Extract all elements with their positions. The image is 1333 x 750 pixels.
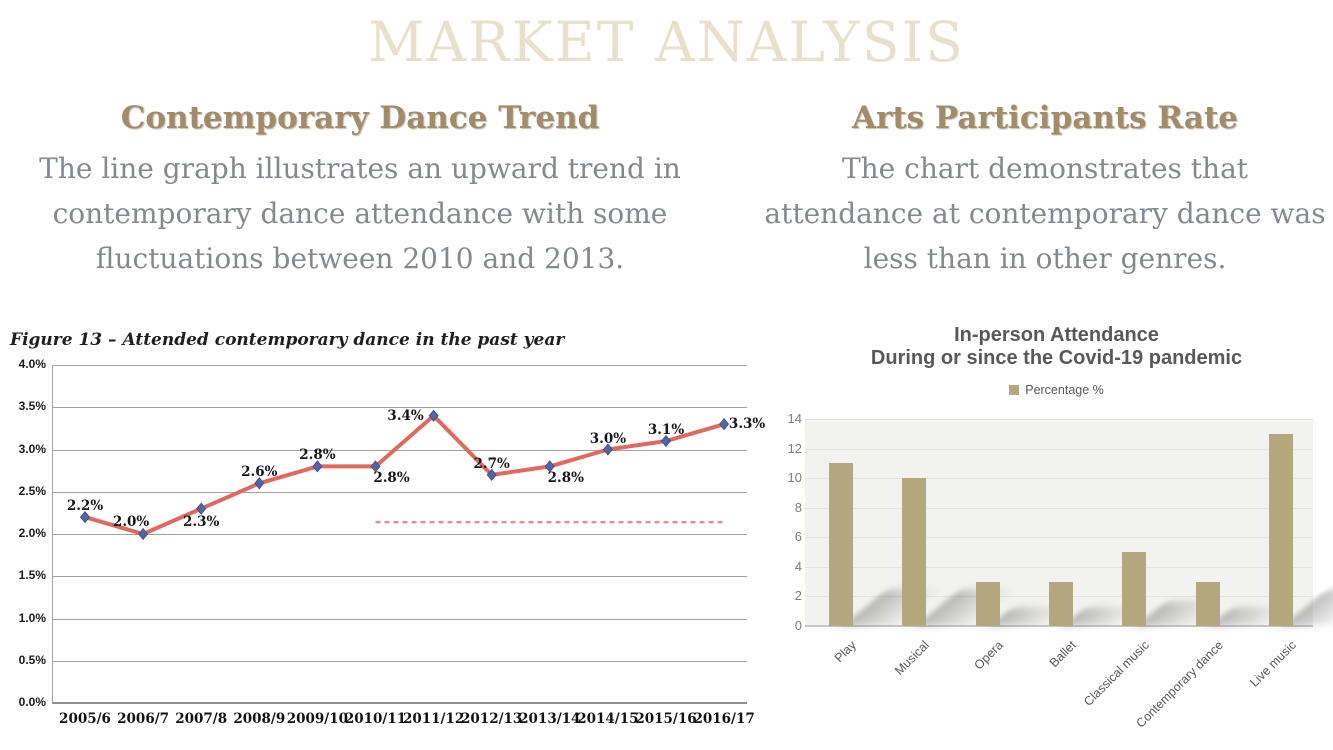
bar-opera [975,581,1000,626]
trend-line [83,413,727,536]
y-axis-tick-label: 4 [794,558,802,574]
y-axis-tick-label: 3.0% [18,441,46,456]
data-point-label: 3.3% [728,416,766,433]
x-axis-tick-label: 2006/7 [117,711,170,727]
x-axis-tick-label: 2007/8 [175,711,228,727]
bar-chart: In-person Attendance During or since the… [780,322,1333,750]
gridline [52,534,747,535]
y-axis-tick-label: 0 [794,618,802,633]
data-point-label: 3.4% [387,407,424,424]
data-point-marker [79,510,91,524]
bar-live-music [1268,433,1293,626]
x-axis-tick-label: Live music [1247,638,1299,690]
gridline [52,702,747,704]
x-axis-tick-label: 2005/6 [59,711,111,727]
bar-contemporary-dance [1195,581,1220,626]
data-point-marker [138,527,149,541]
gridline [52,449,747,451]
data-point-label: 2.3% [183,513,220,530]
bar-classical-music [1122,552,1147,626]
x-axis-tick-label: 2013/14 [519,711,581,727]
data-point-marker [196,502,207,515]
data-point-label: 3.0% [589,430,627,447]
gridline [805,419,1313,420]
y-axis-tick-label: 0.0% [18,695,46,709]
gridline [52,407,747,409]
bar-play [829,463,853,626]
x-axis-tick-label: 2016/17 [693,711,755,727]
left-section-heading: Contemporary Dance Trend [120,100,600,136]
data-point-marker [544,460,555,473]
y-axis-tick-label: 6 [794,529,802,545]
right-section-body: The chart demonstrates that attendance a… [764,152,1326,275]
y-axis-tick-label: 2.0% [18,526,46,540]
gridline [805,566,1313,568]
x-axis-tick-label: 2012/13 [461,711,523,727]
gridline [52,576,747,578]
data-point-marker [719,418,730,431]
y-axis-tick-label: 8 [794,499,802,515]
gridline [805,507,1313,509]
gridline [805,478,1313,480]
data-point-label: 2.0% [112,514,150,530]
bar-chart-legend: Percentage % [780,383,1333,397]
y-axis-tick-label: 10 [787,470,802,486]
data-point-marker [428,409,439,422]
y-axis-tick-label: 3.5% [18,399,46,414]
data-point-label: 2.2% [66,498,104,515]
data-point-label: 2.7% [473,455,510,472]
y-axis-tick-label: 14 [787,411,802,426]
right-section-heading: Arts Participants Rate [851,100,1239,136]
y-axis-tick-label: 4.0% [18,357,46,371]
bar-ballet [1048,581,1073,626]
data-point-label: 2.8% [373,470,410,487]
data-point-marker [254,477,265,490]
line-series-svg [79,409,730,541]
left-section-body: The line graph illustrates an upward tre… [39,152,681,275]
y-axis-tick-label: 12 [787,440,802,456]
gridline [52,365,747,366]
legend-swatch-icon [1009,385,1020,395]
gridline [52,491,747,493]
data-point-marker [602,443,613,456]
gridline [52,618,747,620]
data-point-label: 3.1% [647,422,685,439]
x-axis-tick-label: 2009/10 [286,711,349,727]
bar-chart-plot-area [805,419,1333,627]
data-point-marker [312,460,323,473]
y-axis-tick-label: 0.5% [18,652,46,667]
y-axis-tick-label: 2 [794,588,802,604]
page-title: MARKET ANALYSIS [368,10,965,74]
data-point-label: 2.8% [299,447,336,464]
data-point-marker [486,468,497,481]
data-point-label: 2.6% [241,464,278,481]
bar-musical [902,478,927,626]
bar-chart-title: In-person Attendance During or since the… [870,324,1243,369]
gridline [805,537,1313,539]
gridline [805,625,1313,627]
y-axis-tick-label: 1.0% [18,610,46,625]
x-axis-tick-label: 2010/11 [344,711,407,727]
gridline [52,660,747,662]
x-axis-tick-label: 2011/12 [402,711,465,727]
line-chart: 4.0% 3.5% 3.0% 2.5% 2.0% 1.5% 1.0% 0.5% 0.0% 2005… [0,355,766,750]
y-axis-line [52,365,53,703]
legend-label: Percentage % [1025,383,1104,397]
y-axis-tick-label: 1.5% [18,568,46,583]
x-axis-tick-label: 2015/16 [635,711,697,727]
figure-caption: Figure 13 – Attended contemporary dance … [10,330,565,350]
data-point-label: 2.8% [547,470,584,487]
x-axis-tick-label: 2014/15 [577,711,639,727]
y-axis-tick-label: 2.5% [18,483,46,498]
gridline [805,448,1313,450]
data-point-marker [660,434,672,448]
data-point-marker [370,460,381,473]
x-axis-tick-label: 2008/9 [233,711,286,727]
